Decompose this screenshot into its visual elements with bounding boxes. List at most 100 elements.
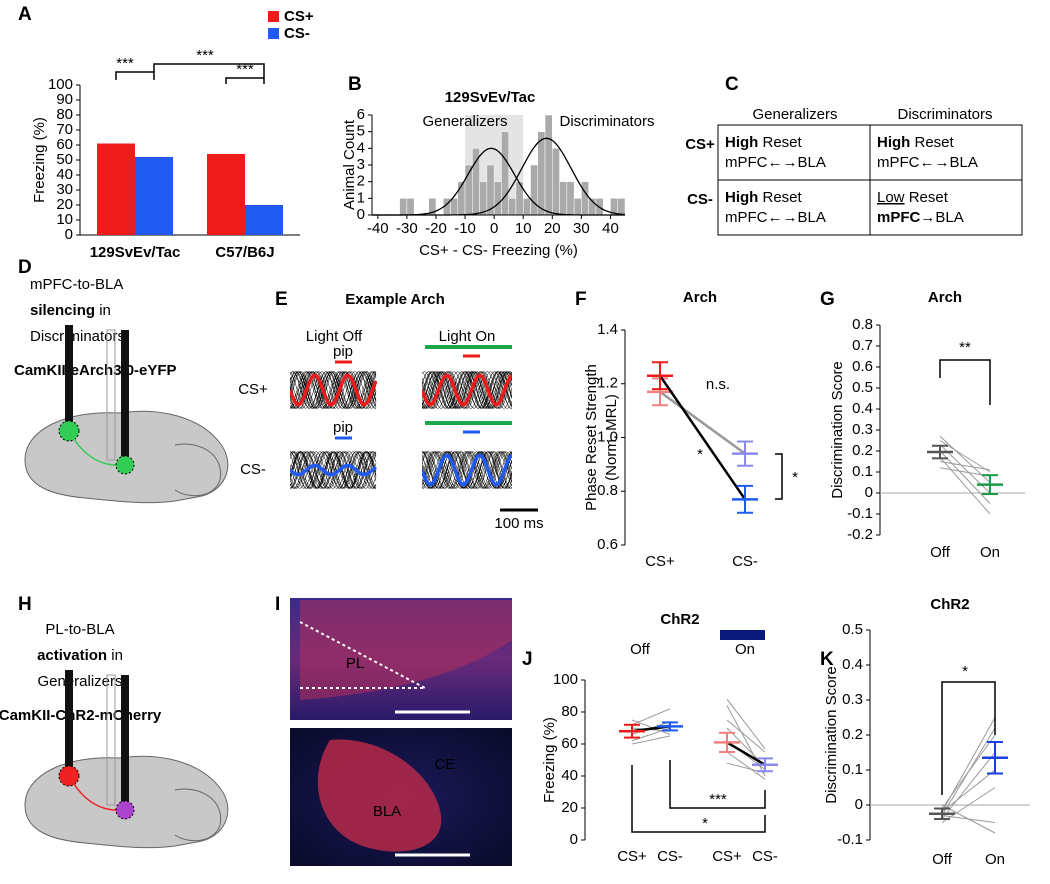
y-tick-label: 50 — [56, 151, 73, 168]
x-tick-label: -10 — [454, 220, 476, 237]
table-cell-run: High — [725, 189, 758, 206]
annotation: *** — [196, 47, 214, 64]
panel-label: F — [575, 289, 587, 310]
y-axis-label: Freezing (%) — [31, 117, 48, 203]
bar — [207, 154, 245, 235]
column-label: Light Off — [306, 328, 363, 345]
y-tick-label: 0.8 — [852, 316, 873, 333]
stimulus-label: pip — [333, 343, 353, 360]
table-cell-run: High — [877, 134, 910, 151]
subject-line — [939, 461, 991, 471]
y-tick-label: 1.4 — [597, 321, 618, 338]
y-tick-label: 0.2 — [852, 442, 873, 459]
y-tick-label: 60 — [56, 136, 73, 153]
legend-swatch — [268, 11, 279, 22]
panel-label: C — [725, 74, 739, 95]
x-tick-label: CS+ — [645, 553, 675, 570]
mean-line — [658, 374, 747, 501]
annotation: * — [697, 446, 703, 463]
trial-trace — [290, 371, 377, 409]
significance-bracket — [115, 71, 155, 80]
description-line-run: mPFC-to-BLA — [30, 276, 123, 293]
trial-trace — [290, 451, 377, 489]
group-label: Generalizers — [422, 113, 507, 130]
significance-bracket — [669, 760, 766, 809]
x-tick-label: 129SvEv/Tac — [90, 244, 181, 261]
description-line-run: Generalizers — [37, 673, 122, 690]
expression-region — [317, 739, 442, 852]
histogram-bar — [581, 181, 589, 216]
annotation: * — [792, 469, 798, 486]
cerebellum — [174, 443, 222, 497]
x-tick-label: 40 — [602, 220, 619, 237]
table-cell-run: mPFC←→BLA — [725, 209, 826, 226]
x-tick-label: 20 — [544, 220, 561, 237]
y-tick-label: 4 — [357, 139, 365, 156]
histogram-bar — [559, 181, 568, 216]
trial-trace — [290, 451, 377, 489]
y-tick-label: 0.8 — [597, 482, 618, 499]
x-tick-label: -40 — [367, 220, 389, 237]
table-cell-run: Reset — [758, 189, 802, 206]
table-cell: Low Reset — [877, 189, 949, 206]
group-label: Discriminators — [559, 113, 654, 130]
description-line: PL-to-BLA — [45, 621, 114, 638]
trace-group — [422, 451, 512, 489]
annotation: ** — [959, 339, 971, 356]
x-tick-label: CS- — [657, 848, 683, 865]
table-cell: High Reset — [877, 134, 955, 151]
chart-title: ChR2 — [660, 611, 699, 628]
x-tick-label: -20 — [425, 220, 447, 237]
y-tick-label: 10 — [56, 211, 73, 228]
legend-swatch — [268, 28, 279, 39]
y-tick-label: 0 — [357, 206, 365, 223]
trial-trace — [290, 371, 377, 409]
y-tick-label: 1.0 — [597, 428, 618, 445]
mean-line — [726, 741, 766, 766]
region-label: PL — [346, 655, 364, 672]
trial-trace — [422, 371, 512, 409]
region-label: CE — [435, 756, 456, 773]
histogram-bar — [573, 198, 582, 216]
trial-trace — [422, 371, 512, 409]
annotation: * — [962, 663, 968, 680]
y-tick-label: 0.4 — [852, 400, 873, 417]
y-tick-label: 0.6 — [597, 536, 618, 553]
chart-title: Arch — [928, 289, 962, 306]
table-cell-run: Low — [877, 189, 905, 206]
y-tick-label: 20 — [561, 799, 578, 816]
table-cell-run: →BLA — [920, 209, 963, 226]
histogram-bar — [544, 114, 553, 216]
scale-label: 100 ms — [494, 515, 543, 532]
group-label: On — [735, 641, 755, 658]
y-axis-label: Freezing (%) — [541, 717, 558, 803]
target-site — [115, 800, 135, 820]
y-tick-label: 5 — [357, 123, 365, 140]
trace-group — [422, 371, 512, 409]
significance-bracket — [775, 453, 783, 500]
description-line: activation in — [37, 647, 123, 664]
panel-label: A — [18, 4, 32, 25]
x-tick-label: C57/B6J — [215, 244, 274, 261]
panel-label: K — [820, 649, 834, 670]
significance-bracket — [939, 359, 991, 405]
injector — [65, 670, 73, 770]
trial-trace — [422, 371, 512, 409]
chart-title: Arch — [683, 289, 717, 306]
x-tick-label: CS+ — [617, 848, 647, 865]
x-tick-label: On — [980, 544, 1000, 561]
table-cell-run: High — [725, 134, 758, 151]
annotation: *** — [116, 55, 134, 72]
trial-trace — [290, 451, 377, 489]
table-cell-run: Reset — [905, 189, 949, 206]
y-tick-label: 60 — [561, 735, 578, 752]
cerebellum — [174, 788, 222, 842]
y-axis-label: Phase Reset Strength — [583, 364, 600, 511]
x-tick-label: On — [985, 851, 1005, 868]
stimulus-label: pip — [333, 419, 353, 436]
subject-line — [939, 450, 991, 504]
y-tick-label: 90 — [56, 91, 73, 108]
x-tick-label: CS+ — [712, 848, 742, 865]
y-tick-label: 1 — [357, 189, 365, 206]
histogram-bar — [617, 198, 626, 216]
